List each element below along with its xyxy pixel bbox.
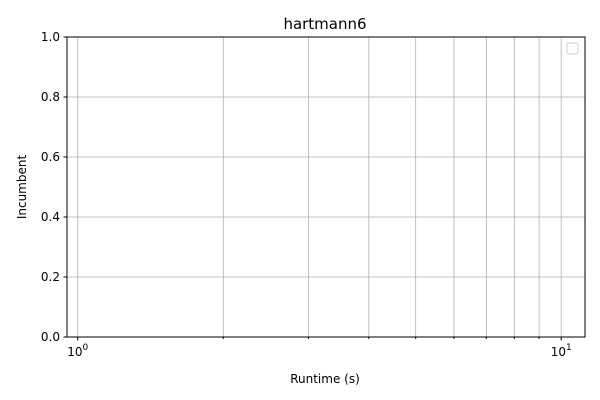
ticks: 0.0 0.2 0.4 0.6 0.8 1.0 100 101 <box>41 30 572 359</box>
y-tick-label: 0.0 <box>41 330 60 344</box>
x-tick-label: 101 <box>551 343 572 359</box>
y-tick-label: 0.6 <box>41 150 60 164</box>
y-tick-label: 0.2 <box>41 270 60 284</box>
chart-title: hartmann6 <box>283 15 366 33</box>
y-tick-label: 0.4 <box>41 210 60 224</box>
x-tick-label: 100 <box>67 343 88 359</box>
legend <box>566 42 579 55</box>
y-axis-label: Incumbent <box>15 155 29 220</box>
x-axis-label: Runtime (s) <box>290 372 360 386</box>
y-tick-label: 0.8 <box>41 90 60 104</box>
axes-frame <box>66 36 586 338</box>
legend-box <box>566 42 579 55</box>
grid <box>67 36 585 338</box>
y-tick-label: 1.0 <box>41 30 60 44</box>
plot-area-border <box>66 36 586 338</box>
